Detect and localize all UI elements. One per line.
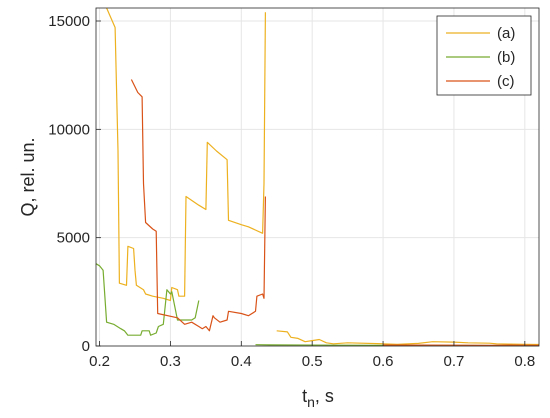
x-tick-label: 0.3 [160,353,181,370]
ticks: 0.2 0.3 0.4 0.5 0.6 0.7 0.8 0 5000 10000 15000 [48,13,535,370]
x-axis-label: tn, s [302,386,334,410]
legend-label-3: (c) [497,73,515,90]
legend: (a) (b) (c) [436,15,532,96]
x-tick-label: 0.4 [231,353,252,370]
series-line-3 [130,79,266,332]
y-tick-label: 10000 [48,121,90,138]
y-tick-label: 0 [82,338,90,355]
x-axis-label-suffix: , s [315,386,334,406]
y-tick-label: 15000 [48,13,90,30]
legend-label-2: (b) [497,49,515,66]
y-axis-label: Q, rel. un. [18,137,38,216]
x-tick-label: 0.7 [444,353,465,370]
x-tick-label: 0.8 [514,353,535,370]
x-axis-label-subscript: n [307,394,315,410]
x-axis-label-main: t [302,386,307,406]
x-tick-label: 0.6 [373,353,394,370]
plot-border [95,7,540,347]
y-tick-label: 5000 [57,230,90,247]
x-tick-label: 0.5 [302,353,323,370]
series-line-2 [95,263,200,336]
legend-label-1: (a) [497,25,515,42]
series-line-1 [106,7,266,302]
x-tick-label: 0.2 [89,353,110,370]
legend-box [436,15,532,96]
